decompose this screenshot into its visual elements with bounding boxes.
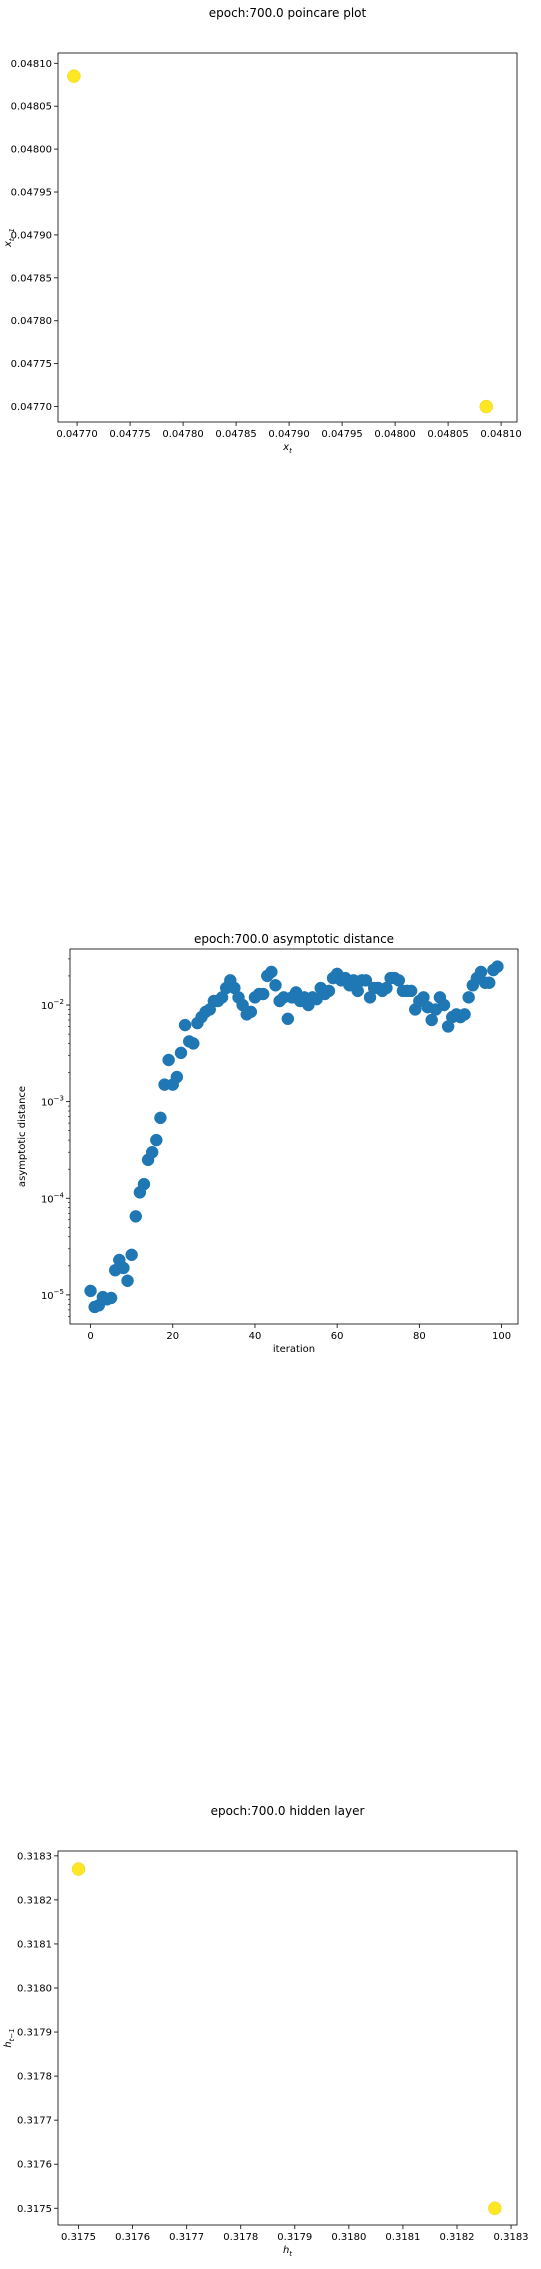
y-axis-label: ht−1 — [3, 2028, 16, 2047]
data-point — [129, 1210, 143, 1223]
data-point — [474, 965, 488, 979]
data-point — [404, 984, 418, 998]
data-point — [125, 1248, 138, 1262]
x-tick-label: 0.3175 — [61, 2232, 96, 2243]
y-tick-label: 0.3179 — [17, 2028, 52, 2039]
plot-frame — [69, 948, 519, 1325]
data-point — [479, 399, 494, 414]
chart-3: epoch:700.0 hidden layer 0.3175 0.3176 0.31… — [3, 1804, 529, 2258]
y-tick-label: 0.3181 — [17, 1939, 52, 1950]
x-tick-label: 0.04810 — [480, 429, 521, 440]
y-tick-label: 0.04795 — [11, 188, 52, 199]
data-point — [154, 1111, 167, 1125]
x-tick-label: 0.3178 — [223, 2232, 258, 2243]
y-tick-label: 0.3180 — [17, 1984, 52, 1995]
y-tick-label: 0.04785 — [11, 273, 52, 284]
x-tick-label: 0.04790 — [268, 429, 309, 440]
y-axis-label: asymptotic distance — [17, 1086, 28, 1187]
data-point — [150, 1133, 163, 1147]
x-axis-label: iteration — [273, 1344, 315, 1355]
x-tick-label: 0 — [87, 1331, 93, 1342]
x-tick-label: 100 — [492, 1331, 511, 1342]
y-tick-label: 10−2 — [41, 998, 64, 1012]
data-point — [425, 1013, 438, 1027]
data-point — [269, 979, 282, 992]
data-point — [137, 1177, 151, 1191]
x-tick-label: 0.04800 — [374, 429, 415, 440]
data-point — [71, 1862, 86, 1876]
y-tick-label: 10−3 — [41, 1095, 64, 1109]
x-tick-label: 0.04780 — [162, 429, 203, 440]
data-point — [244, 1005, 258, 1019]
data-point — [145, 1145, 159, 1159]
x-tick-label: 80 — [413, 1331, 426, 1342]
y-tick-label: 0.04775 — [11, 359, 52, 370]
y-tick-label: 0.3176 — [17, 2160, 52, 2171]
x-tick-label: 0.04775 — [109, 429, 150, 440]
y-tick-label: 0.3177 — [17, 2116, 52, 2127]
data-point — [488, 2201, 502, 2216]
x-axis-label: ht — [283, 2245, 292, 2258]
y-tick-label: 10−5 — [41, 1288, 64, 1302]
x-tick-label: 0.04805 — [427, 429, 468, 440]
x-tick-label: 0.3181 — [385, 2232, 420, 2243]
y-axis-label: xt−1 — [3, 228, 16, 248]
y-tick-label: 0.04810 — [11, 59, 52, 70]
chart-title: epoch:700.0 poincare plot — [209, 6, 367, 20]
plot-frame — [57, 52, 518, 423]
data-point — [281, 1012, 295, 1026]
data-point — [351, 984, 364, 998]
chart-title: epoch:700.0 asymptotic distance — [194, 932, 394, 946]
data-point — [121, 1274, 134, 1288]
y-tick-label: 0.3178 — [17, 2072, 52, 2083]
data-point — [187, 1037, 200, 1050]
chart-2: epoch:700.0 asymptotic distance 0 20 40 60 80… — [17, 932, 519, 1355]
data-point — [174, 1046, 188, 1060]
chart-1: epoch:700.0 poincare plot 0.04770 0.04775 0… — [3, 6, 522, 455]
data-point — [392, 974, 406, 987]
x-tick-label: 40 — [249, 1331, 262, 1342]
y-tick-label: 10−4 — [41, 1191, 65, 1205]
data-point — [265, 965, 278, 979]
data-point — [462, 991, 475, 1004]
y-tick-label: 0.04805 — [11, 102, 52, 113]
y-tick-label: 0.3175 — [17, 2204, 52, 2215]
data-point — [67, 69, 81, 83]
y-tick-label: 0.04770 — [11, 402, 52, 413]
x-tick-label: 0.04795 — [321, 429, 362, 440]
data-point — [170, 1070, 184, 1084]
data-point — [117, 1261, 130, 1275]
chart-title: epoch:700.0 hidden layer — [211, 1804, 365, 1818]
data-point — [84, 1284, 97, 1298]
data-point — [437, 998, 451, 1012]
data-point — [256, 987, 270, 1001]
y-tick-label: 0.3183 — [17, 1851, 52, 1862]
y-tick-label: 0.3182 — [17, 1895, 52, 1906]
data-point — [104, 1291, 118, 1305]
x-tick-label: 20 — [166, 1331, 179, 1342]
data-point — [322, 984, 336, 998]
data-point — [458, 1008, 471, 1021]
y-tick-label: 0.04800 — [11, 145, 52, 156]
plot-frame — [57, 1850, 518, 2226]
x-tick-label: 0.3182 — [439, 2232, 474, 2243]
x-tick-label: 0.04770 — [56, 429, 97, 440]
x-tick-label: 0.3176 — [115, 2232, 150, 2243]
y-tick-label: 0.04780 — [11, 316, 52, 327]
x-tick-label: 0.04785 — [215, 429, 256, 440]
data-point — [491, 960, 504, 973]
x-tick-label: 60 — [331, 1331, 344, 1342]
x-tick-label: 0.3179 — [277, 2232, 312, 2243]
y-tick-label: 0.04790 — [11, 230, 52, 241]
data-point — [482, 976, 496, 990]
x-tick-label: 0.3177 — [169, 2232, 204, 2243]
data-point — [162, 1053, 175, 1067]
x-axis-label: xt — [282, 442, 292, 455]
data-point — [359, 974, 373, 987]
x-tick-label: 0.3183 — [494, 2232, 529, 2243]
x-tick-label: 0.3180 — [331, 2232, 366, 2243]
data-point — [178, 1018, 192, 1032]
